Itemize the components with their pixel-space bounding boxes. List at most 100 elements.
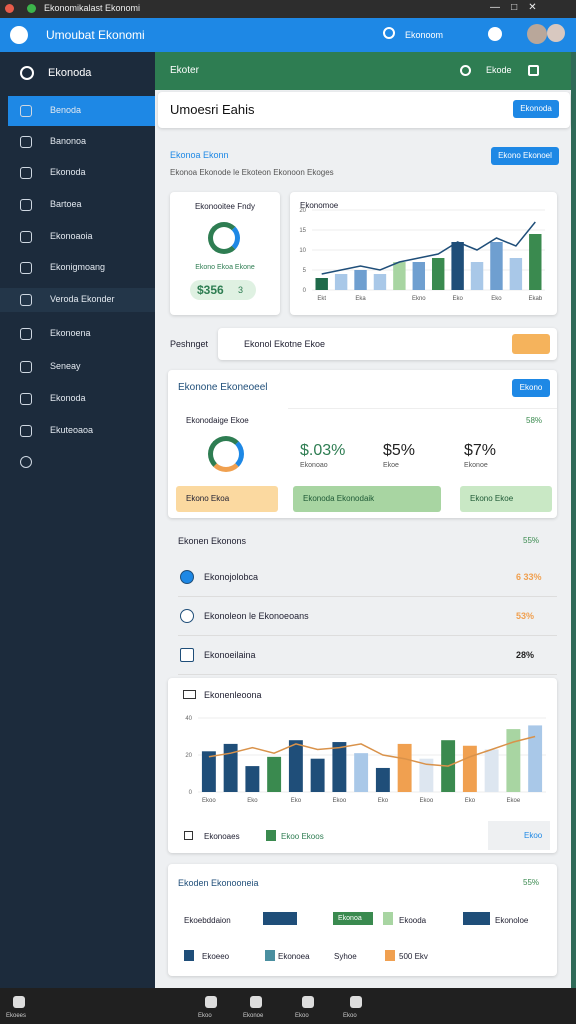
sidebar-item[interactable]: Benoda — [50, 105, 82, 115]
search-label[interactable]: Ekonoom — [405, 30, 444, 40]
stats-button[interactable]: Ekono — [512, 379, 550, 397]
bar — [393, 262, 406, 290]
chart-button-label[interactable]: Ekoo — [524, 831, 543, 840]
chart-card: Ekonomoe 0 5 10 15 20 Ekt Eka Ekno Eko Eko Ekab — [290, 192, 557, 315]
y-tick-label: 40 — [185, 716, 192, 722]
swatch — [263, 912, 297, 925]
x-tick-label: Ekt — [317, 296, 326, 302]
donut — [208, 222, 240, 254]
task-label[interactable]: Ekoees — [6, 1013, 27, 1019]
x-tick-label: Ekoo — [202, 798, 216, 804]
window-controls[interactable]: — □ ✕ — [490, 2, 537, 13]
sidebar-item[interactable]: Banonoa — [50, 136, 87, 146]
sidebar-item[interactable]: Ekonoda — [50, 167, 86, 177]
list-label[interactable]: Ekonojolobca — [204, 572, 259, 582]
sidebar-item[interactable]: Veroda Ekonder — [50, 294, 115, 304]
task-label[interactable]: Ekoo — [295, 1013, 309, 1019]
bottom-title: Ekoden Ekonooneia — [178, 878, 259, 888]
sidebar-header: Ekonoda — [48, 67, 92, 79]
bar — [354, 753, 369, 792]
list-value: 53% — [516, 611, 535, 621]
sidebar-item[interactable]: Ekonoena — [50, 328, 91, 338]
top-action[interactable]: Ekode — [486, 65, 512, 75]
sidebar-icon[interactable] — [20, 393, 32, 405]
bar — [490, 242, 503, 290]
filter-chip[interactable] — [512, 334, 550, 354]
donut-button[interactable] — [176, 486, 278, 512]
search-icon[interactable] — [383, 27, 395, 39]
bar — [509, 258, 523, 290]
bar — [288, 740, 303, 792]
y-tick-label: 5 — [303, 268, 307, 274]
sidebar-item[interactable]: Ekonigmoang — [50, 262, 106, 272]
logo[interactable] — [10, 26, 28, 44]
chart-card: Ekonenleoona 0 20 40 Ekoo Eko Eko Ekoo Eko Ekoo E… — [168, 678, 557, 853]
amount-badge: 3 — [238, 285, 244, 295]
list: Ekonen Ekonons 55% Ekonojolobca 6 33% Ekon… — [168, 528, 557, 675]
sidebar-icon[interactable] — [20, 105, 32, 117]
sidebar-icon[interactable] — [20, 167, 32, 179]
list-label[interactable]: Ekonoleon le Ekonoeoans — [204, 611, 309, 621]
list-label[interactable]: Ekonoeilaina — [204, 650, 256, 660]
sidebar-item[interactable]: Ekonoaoia — [50, 231, 93, 241]
row-label: Ekooda — [399, 916, 427, 925]
legend-entry: Ekonoaes — [204, 832, 240, 841]
metric-caption: Ekoe — [383, 462, 399, 469]
window-bar: Ekonomikalast Ekonomi — □ ✕ — [0, 0, 576, 18]
sidebar-item[interactable]: Ekuteoaoa — [50, 425, 94, 435]
trend-line — [321, 221, 536, 275]
sidebar-item[interactable]: Seneay — [50, 361, 81, 371]
task-label[interactable]: Ekoo — [198, 1013, 212, 1019]
page-title: Umoesri Eahis — [170, 102, 255, 117]
filter-label: Peshnget — [170, 339, 209, 349]
sidebar-icon[interactable] — [20, 231, 32, 243]
list-divider — [178, 635, 557, 636]
status-dot[interactable] — [488, 27, 502, 41]
app-bar: Umoubat Ekonomi Ekonoom — [0, 18, 576, 52]
task-icon[interactable] — [13, 996, 25, 1008]
task-label[interactable]: Ekonoe — [243, 1013, 264, 1019]
sidebar-icon[interactable] — [20, 262, 32, 274]
task-icon[interactable] — [205, 996, 217, 1008]
sidebar-item[interactable]: Bartoea — [50, 199, 82, 209]
filter-value[interactable]: Ekonol Ekotne Ekoe — [244, 339, 326, 349]
chart: 0 5 10 15 20 Ekt Eka Ekno Eko Eko Ekab — [299, 208, 545, 302]
bar — [310, 758, 325, 792]
avatar[interactable] — [547, 24, 565, 42]
top-icon[interactable] — [460, 65, 471, 76]
metric-value: $5% — [383, 442, 416, 459]
hover-item-bg[interactable] — [0, 288, 155, 312]
action-button[interactable] — [460, 486, 552, 512]
close-dot[interactable] — [5, 4, 14, 13]
sidebar-icon[interactable] — [20, 361, 32, 373]
action-label: Ekono Ekoe — [470, 494, 514, 503]
list-value: 28% — [516, 650, 535, 660]
action-button[interactable] — [293, 486, 441, 512]
task-icon[interactable] — [302, 996, 314, 1008]
sidebar-icon[interactable] — [20, 328, 32, 340]
sidebar-icon[interactable] — [20, 294, 32, 306]
avatar[interactable] — [527, 24, 547, 44]
x-tick-label: Eko — [465, 798, 476, 804]
max-dot[interactable] — [27, 4, 36, 13]
task-label[interactable]: Ekoo — [343, 1013, 357, 1019]
list-title: Ekonen Ekonons — [178, 536, 247, 546]
active-item-bg[interactable] — [8, 96, 155, 126]
sidebar-icon[interactable] — [20, 199, 32, 211]
page-button[interactable]: Ekonoda — [513, 100, 559, 118]
chart-button[interactable] — [488, 821, 550, 850]
donut — [208, 436, 244, 472]
bar — [412, 262, 426, 290]
task-icon[interactable] — [350, 996, 362, 1008]
sidebar-icon[interactable] — [20, 456, 32, 468]
top-icon[interactable] — [528, 65, 539, 76]
task-icon[interactable] — [250, 996, 262, 1008]
section-button[interactable]: Ekono Ekonoel — [491, 147, 559, 165]
sidebar-icon[interactable] — [20, 136, 32, 148]
stats-card: Ekonone Ekoneoeel Ekono Ekonodaige Ekoe … — [168, 370, 557, 518]
y-tick-label: 0 — [189, 790, 193, 796]
sidebar-item[interactable]: Ekonoda — [50, 393, 86, 403]
bar — [431, 258, 445, 290]
section-subtitle: Ekonoa Ekonode le Ekoteon Ekonoon Ekoges — [170, 168, 334, 177]
sidebar-icon[interactable] — [20, 425, 32, 437]
